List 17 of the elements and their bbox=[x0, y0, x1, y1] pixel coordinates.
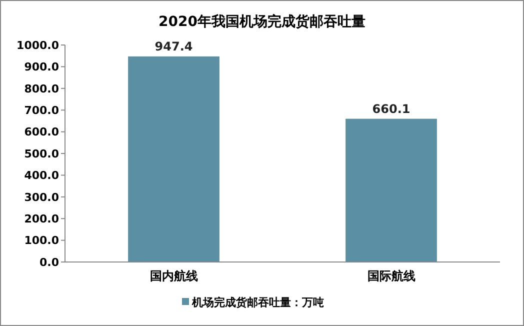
y-tick-label: 1000.0 bbox=[16, 38, 60, 52]
data-label: 660.1 bbox=[372, 102, 410, 116]
legend-label: 机场完成货邮吞吐量：万吨 bbox=[191, 296, 324, 309]
chart-title: 2020年我国机场完成货邮吞吐量 bbox=[158, 13, 366, 30]
y-tick-label: 100.0 bbox=[24, 234, 60, 248]
y-tick-label: 300.0 bbox=[24, 190, 60, 204]
y-tick-label: 800.0 bbox=[24, 82, 60, 96]
y-tick-label: 900.0 bbox=[24, 60, 60, 74]
x-tick-label: 国际航线 bbox=[367, 269, 416, 283]
y-tick-label: 0.0 bbox=[40, 256, 60, 269]
y-tick-label: 700.0 bbox=[24, 104, 60, 117]
y-tick-label: 500.0 bbox=[24, 147, 60, 160]
data-label: 947.4 bbox=[154, 39, 193, 54]
y-tick-label: 400.0 bbox=[24, 169, 60, 182]
y-tick-label: 200.0 bbox=[24, 212, 60, 226]
y-tick-label: 600.0 bbox=[24, 126, 60, 139]
x-tick-label: 国内航线 bbox=[150, 269, 198, 283]
